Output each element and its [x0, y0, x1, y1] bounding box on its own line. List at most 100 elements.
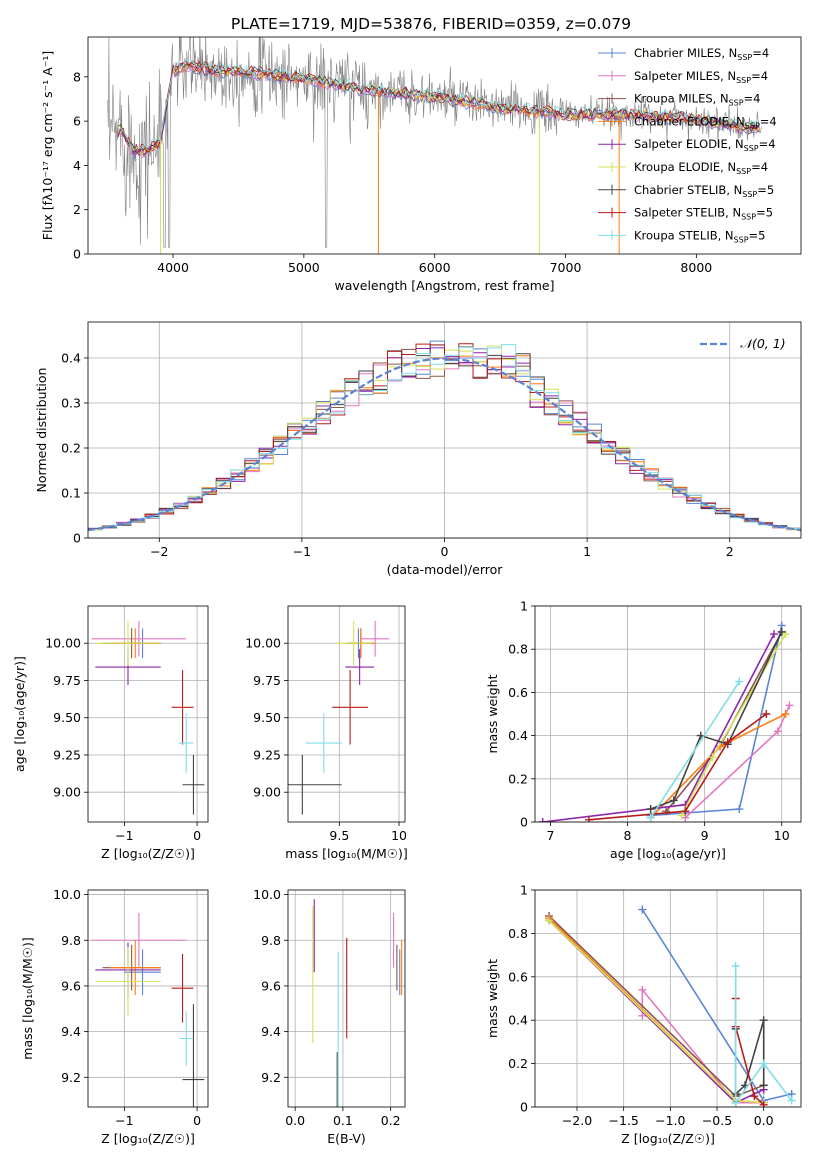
x-axis-label: wavelength [Angstrom, rest frame]	[334, 278, 554, 293]
x-axis-label: Z [log₁₀(Z/Z☉)]	[621, 1131, 715, 1146]
y-tick-label: 9.25	[253, 747, 281, 762]
x-tick-label: 10	[391, 828, 407, 843]
x-tick-label: −1.5	[608, 1113, 638, 1128]
y-tick-label: 9.2	[61, 1070, 81, 1085]
series-point-kroupa-stelib	[735, 677, 744, 686]
plot-area	[288, 620, 390, 815]
gaussian-curve	[88, 357, 801, 532]
x-tick-label: 7	[546, 828, 554, 843]
y-tick-label: 9.50	[253, 710, 281, 725]
axes-frame	[87, 36, 802, 255]
x-tick-label: 0.1	[333, 1113, 353, 1128]
figure-title: PLATE=1719, MJD=53876, FIBERID=0359, z=0…	[231, 15, 631, 33]
model-spectrum-salpeter-stelib	[117, 60, 760, 153]
x-axis-label: E(B-V)	[327, 1131, 366, 1146]
x-tick-label: 6000	[419, 260, 451, 275]
series-line-kroupa-stelib	[734, 966, 793, 1106]
errorbar-kroupa-elodie	[95, 620, 161, 666]
y-tick-label: 0.6	[508, 969, 528, 984]
errorbar-kroupa-elodie	[335, 620, 372, 666]
series-point-chabrier-stelib	[669, 796, 678, 805]
legend-count: =5	[756, 206, 773, 220]
series-point-kroupa-stelib	[646, 813, 655, 822]
series-kroupa-stelib	[731, 961, 796, 1107]
series-point-salpeter-elodie	[770, 630, 779, 639]
errorbar-kroupa-stelib	[178, 713, 194, 773]
series-line-kroupa-stelib	[650, 681, 740, 819]
y-tick-label: 9.00	[53, 785, 81, 800]
legend-count: =4	[760, 114, 777, 128]
legend-entry: Chabrier STELIB, NSSP=5	[634, 183, 774, 199]
legend-subscript: SSP	[729, 99, 744, 108]
errorbar-salpeter-elodie	[345, 649, 374, 685]
series-point-salpeter-stelib	[759, 1100, 768, 1107]
x-tick-label: −1	[115, 1113, 133, 1128]
y-tick-label: 10.0	[253, 887, 281, 902]
x-axis-label: (data-model)/error	[387, 562, 504, 577]
series-salpeter-miles	[681, 701, 794, 822]
axes-frame	[287, 889, 406, 1108]
y-tick-label: 0	[73, 531, 81, 546]
y-tick-label: 0	[73, 247, 81, 262]
model-spectrum-kroupa-stelib	[117, 58, 760, 151]
y-tick-label: 0.1	[61, 486, 81, 501]
errorbar-chabrier-stelib	[182, 1004, 205, 1107]
legend-count: =4	[751, 160, 768, 174]
y-tick-label: 0.6	[508, 685, 528, 700]
y-tick-label: 0.4	[61, 351, 81, 366]
massweight-vs-age-panel: 7 8 9 10 0 0.2 0.4 0.6 0.8 1 age [log₁₀(age/yr)] ma…	[485, 599, 802, 861]
x-tick-label: 1	[583, 544, 591, 559]
y-tick-label: 9.00	[253, 785, 281, 800]
y-tick-label: 9.4	[261, 1024, 281, 1039]
x-tick-label: 9	[701, 828, 709, 843]
series-point-salpeter-miles	[773, 727, 782, 736]
series-point-salpeter-stelib	[762, 710, 771, 718]
series-point-kroupa-elodie	[708, 753, 717, 762]
series-point-kroupa-elodie	[677, 811, 686, 820]
legend-entry: 𝒩(0, 1)	[740, 336, 786, 351]
x-tick-label: 0	[441, 544, 449, 559]
y-tick-label: 6	[73, 114, 81, 129]
x-axis-label: Z [log₁₀(Z/Z☉)]	[101, 1131, 195, 1146]
legend-subscript: SSP	[736, 167, 751, 176]
x-tick-label: −1	[293, 544, 311, 559]
y-tick-label: 0	[520, 815, 528, 830]
x-tick-label: −0.5	[702, 1113, 732, 1128]
series-line-salpeter-miles	[684, 705, 791, 819]
series-line-chabrier-elodie	[548, 917, 764, 1104]
y-tick-label: 2	[73, 202, 81, 217]
series-point-kroupa-stelib	[787, 1096, 796, 1105]
series-line-salpeter-miles	[641, 987, 764, 1104]
x-tick-label: 2	[726, 544, 734, 559]
y-tick-label: 10.0	[53, 887, 81, 902]
y-tick-label: 9.2	[261, 1070, 281, 1085]
series-chabrier-stelib	[731, 1016, 768, 1098]
y-tick-label: 1	[520, 883, 528, 898]
plot-area	[312, 899, 403, 1107]
y-tick-label: 0.8	[508, 926, 528, 941]
x-axis-label: mass [log₁₀(M/M☉)]	[285, 846, 407, 861]
y-tick-label: 0.2	[61, 441, 81, 456]
legend-subscript: SSP	[745, 121, 760, 130]
y-tick-label: 9.50	[53, 710, 81, 725]
x-tick-label: −2	[150, 544, 168, 559]
series-point-kroupa-stelib	[731, 1098, 740, 1107]
axes-frame	[534, 889, 802, 1108]
legend-count: =5	[757, 183, 774, 197]
y-tick-label: 0	[520, 1100, 528, 1115]
errorbar-salpeter-stelib	[171, 670, 194, 745]
series-chabrier-stelib	[646, 627, 786, 814]
legend-subscript: SSP	[741, 213, 756, 222]
errorbar-kroupa-stelib	[305, 713, 342, 773]
x-tick-label: −2.0	[562, 1113, 592, 1128]
y-axis-label: mass weight	[485, 674, 500, 753]
plot-area	[88, 340, 801, 532]
y-axis-label: mass weight	[485, 959, 500, 1038]
legend-entry: Salpeter ELODIE, NSSP=4	[634, 137, 776, 153]
series-point-chabrier-miles	[638, 905, 647, 914]
plot-area	[91, 912, 205, 1107]
plot-area	[538, 621, 794, 822]
x-tick-label: 8000	[680, 260, 712, 275]
x-tick-label: 7000	[550, 260, 582, 275]
